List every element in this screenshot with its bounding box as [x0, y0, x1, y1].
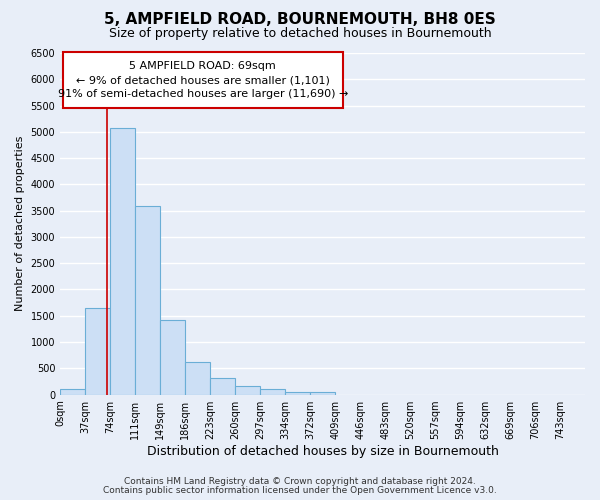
Bar	[260, 388, 285, 394]
Bar	[310, 392, 335, 394]
Bar	[185, 362, 210, 394]
Bar	[160, 320, 185, 394]
X-axis label: Distribution of detached houses by size in Bournemouth: Distribution of detached houses by size …	[146, 444, 499, 458]
Bar	[135, 206, 160, 394]
Y-axis label: Number of detached properties: Number of detached properties	[15, 136, 25, 312]
Bar	[235, 386, 260, 394]
Text: 5, AMPFIELD ROAD, BOURNEMOUTH, BH8 0ES: 5, AMPFIELD ROAD, BOURNEMOUTH, BH8 0ES	[104, 12, 496, 28]
Text: Size of property relative to detached houses in Bournemouth: Size of property relative to detached ho…	[109, 28, 491, 40]
Bar	[63, 52, 343, 108]
Bar	[210, 378, 235, 394]
Bar	[60, 390, 85, 394]
Text: Contains HM Land Registry data © Crown copyright and database right 2024.: Contains HM Land Registry data © Crown c…	[124, 477, 476, 486]
Bar	[110, 128, 135, 394]
Bar	[85, 308, 110, 394]
Bar	[285, 392, 310, 394]
Text: 5 AMPFIELD ROAD: 69sqm
← 9% of detached houses are smaller (1,101)
91% of semi-d: 5 AMPFIELD ROAD: 69sqm ← 9% of detached …	[58, 61, 348, 99]
Text: Contains public sector information licensed under the Open Government Licence v3: Contains public sector information licen…	[103, 486, 497, 495]
